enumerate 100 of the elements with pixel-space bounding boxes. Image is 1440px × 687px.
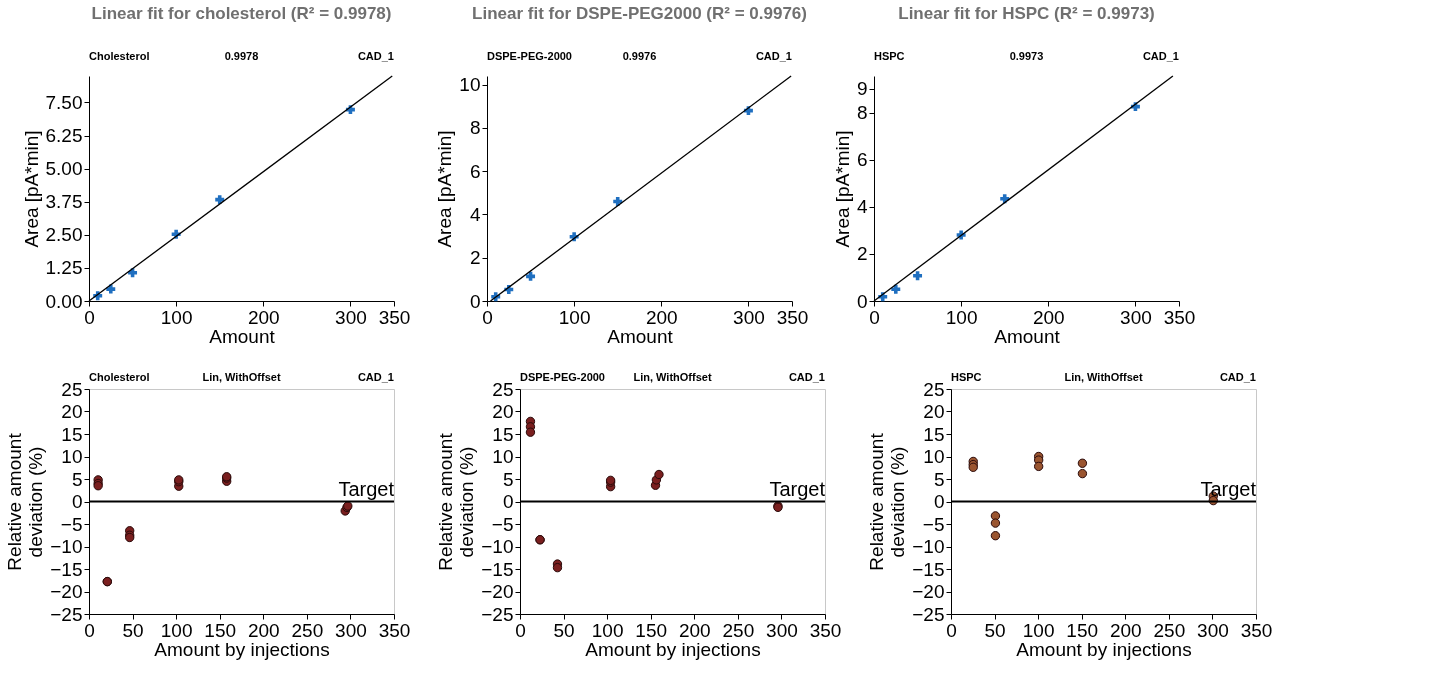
x-tick-label: 200 [1032, 306, 1065, 328]
y-axis-title: Area [pA*min] [20, 130, 42, 248]
x-tick-label: 200 [645, 306, 678, 328]
ref-line-label: Target [1200, 477, 1257, 500]
x-tick-label: 100 [591, 619, 624, 641]
y-tick-label: 6 [469, 160, 481, 182]
text: Lin, WithOffset [633, 371, 712, 383]
y-tick-label: 2 [856, 243, 868, 265]
y-tick-label: 10 [459, 74, 481, 96]
y-tick-label: −15 [50, 558, 83, 580]
x-tick-label: 250 [722, 619, 755, 641]
x-tick-label: 300 [335, 619, 367, 641]
y-tick-label: −10 [481, 536, 514, 557]
y-tick-label: 1.25 [45, 257, 83, 279]
text: DSPE-PEG-2000 [520, 371, 605, 383]
text: Lin, WithOffset [202, 371, 281, 383]
y-tick-label: 0 [469, 290, 481, 312]
y-tick-label: 0 [71, 491, 83, 512]
x-tick-label: 100 [945, 306, 978, 328]
text: HSPC [951, 371, 982, 383]
y-axis-title: Relative amount deviation (%) [4, 432, 47, 571]
x-tick-label: 350 [809, 619, 842, 641]
y-tick-label: −25 [912, 603, 945, 625]
x-tick-label: 350 [378, 619, 411, 641]
x-tick-label: 100 [558, 306, 591, 328]
chart-title: Linear fit for HSPC (R² = 0.9973) [898, 4, 1155, 23]
y-tick-label: 15 [923, 423, 945, 445]
x-tick-label: 350 [1163, 306, 1196, 328]
x-tick-label: 100 [160, 306, 193, 328]
text: 0.9976 [622, 50, 657, 62]
x-tick-label: 200 [678, 619, 711, 641]
x-tick-label: 150 [204, 619, 237, 641]
text: HSPC [874, 50, 905, 62]
y-tick-label: 10 [61, 446, 83, 467]
text: CAD_1 [357, 371, 394, 383]
x-tick-label: 300 [335, 306, 367, 328]
y-tick-label: −15 [912, 558, 945, 580]
x-tick-label: 100 [1022, 619, 1055, 641]
y-tick-label: 20 [61, 401, 83, 422]
y-tick-label: 8 [469, 117, 481, 139]
y-tick-label: −25 [481, 603, 514, 625]
y-tick-label: 0.00 [45, 290, 83, 312]
x-axis-title: Amount by injections [154, 638, 330, 660]
x-axis-title: Amount by injections [585, 638, 761, 660]
y-tick-label: 0 [933, 491, 945, 512]
text: CAD_1 [1219, 371, 1256, 383]
y-tick-label: 6 [856, 149, 868, 171]
x-tick-label: 200 [247, 306, 280, 328]
x-tick-label: 350 [776, 306, 809, 328]
x-tick-label: 250 [291, 619, 324, 641]
x-tick-label: 200 [1109, 619, 1142, 641]
x-axis-title: Amount [607, 325, 674, 347]
y-tick-label: −5 [922, 513, 945, 535]
y-tick-label: 0 [502, 491, 514, 512]
x-tick-label: 350 [1240, 619, 1273, 641]
y-tick-label: −10 [912, 536, 945, 557]
x-tick-label: 150 [1066, 619, 1099, 641]
x-tick-label: 300 [733, 306, 765, 328]
x-axis-title: Amount by injections [1016, 638, 1192, 660]
y-tick-label: −20 [50, 581, 83, 602]
y-tick-label: 4 [856, 196, 868, 218]
x-axis-title: Amount [994, 325, 1061, 347]
y-tick-label: 0 [856, 290, 868, 312]
y-tick-label: 25 [61, 378, 83, 400]
y-tick-label: −5 [60, 513, 83, 535]
y-tick-label: −20 [481, 581, 514, 602]
x-tick-label: 100 [160, 619, 193, 641]
y-tick-label: 5 [933, 468, 945, 490]
y-tick-label: 15 [492, 423, 514, 445]
y-tick-label: 20 [923, 401, 945, 422]
text: DSPE-PEG-2000 [487, 50, 572, 62]
y-axis-title: Relative amount deviation (%) [866, 432, 909, 571]
y-tick-label: −5 [491, 513, 514, 535]
x-tick-label: 300 [1197, 619, 1229, 641]
y-tick-label: 5 [502, 468, 514, 490]
y-tick-label: 4 [469, 203, 481, 225]
x-tick-label: 150 [635, 619, 668, 641]
y-tick-label: 5.00 [45, 158, 83, 180]
y-tick-label: 3.75 [45, 191, 83, 213]
y-tick-label: −25 [50, 603, 83, 625]
y-tick-label: −10 [50, 536, 83, 557]
text: CAD_1 [788, 371, 825, 383]
y-tick-label: 15 [61, 423, 83, 445]
y-tick-label: −15 [481, 558, 514, 580]
chart-title: Linear fit for DSPE-PEG2000 (R² = 0.9976) [472, 4, 807, 23]
text: 0.9973 [1009, 50, 1044, 62]
y-tick-label: 8 [856, 102, 868, 124]
text: CAD_1 [357, 50, 394, 62]
y-axis-title: Area [pA*min] [434, 130, 456, 248]
text: CAD_1 [1142, 50, 1179, 62]
y-tick-label: 10 [492, 446, 514, 467]
ref-line-label: Target [338, 477, 395, 500]
chart-title: Linear fit for cholesterol (R² = 0.9978) [91, 4, 392, 23]
x-tick-label: 250 [1153, 619, 1186, 641]
y-tick-label: 25 [492, 378, 514, 400]
y-tick-label: 25 [923, 378, 945, 400]
x-tick-label: 200 [247, 619, 280, 641]
text: Lin, WithOffset [1064, 371, 1143, 383]
x-tick-label: 300 [766, 619, 798, 641]
x-tick-label: 350 [378, 306, 411, 328]
